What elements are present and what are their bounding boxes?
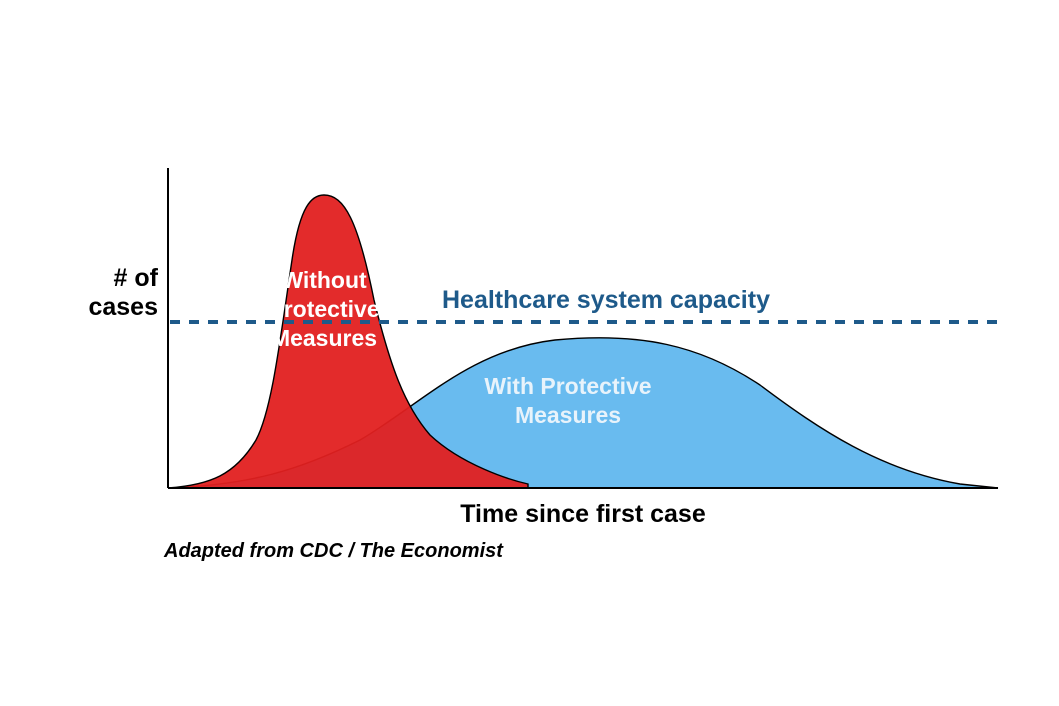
flatten-curve-chart [0, 0, 1059, 706]
chart-stage: # ofcases Time since first case Healthca… [0, 0, 1059, 706]
x-axis-label: Time since first case [168, 500, 998, 529]
capacity-label: Healthcare system capacity [442, 286, 770, 315]
credit-text: Adapted from CDC / The Economist [164, 540, 503, 563]
y-axis-label: # ofcases [58, 264, 158, 322]
without-measures-label: WithoutProtectiveMeasures [234, 266, 414, 352]
with-measures-label: With ProtectiveMeasures [448, 372, 688, 430]
